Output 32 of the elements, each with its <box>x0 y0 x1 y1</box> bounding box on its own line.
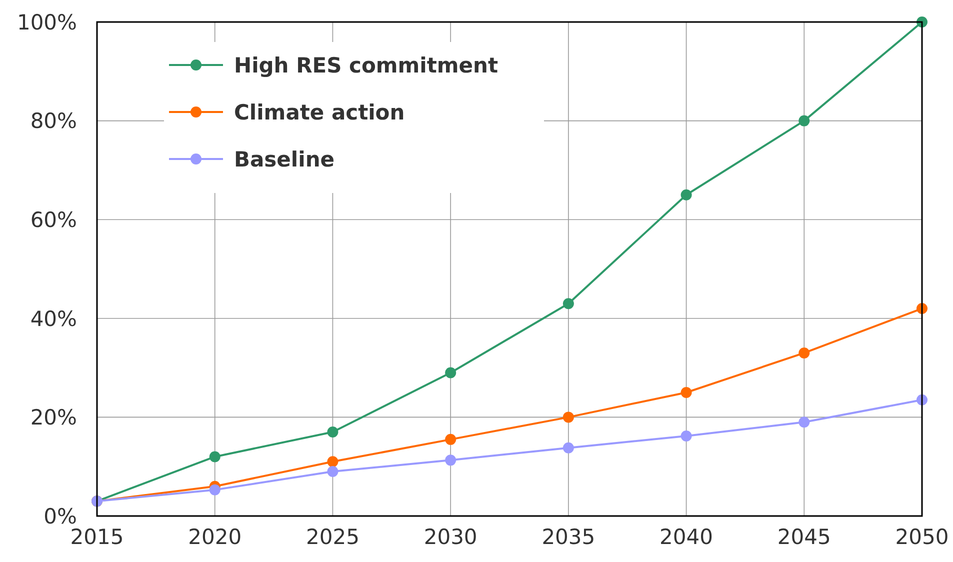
point <box>209 451 220 462</box>
legend-label: Climate action <box>234 100 405 124</box>
y-tick-label: 20% <box>30 406 77 430</box>
y-tick-label: 40% <box>30 306 77 331</box>
y-tick-label: 60% <box>30 208 77 232</box>
x-tick-label: 2040 <box>660 525 714 549</box>
point <box>562 442 574 454</box>
point <box>680 430 692 442</box>
x-tick-label: 2045 <box>777 525 831 549</box>
point <box>562 298 574 310</box>
point <box>445 454 456 466</box>
point <box>798 115 810 126</box>
point <box>798 416 810 428</box>
point <box>680 387 692 398</box>
point <box>209 484 220 496</box>
point <box>327 426 338 438</box>
point <box>798 347 810 358</box>
point <box>327 456 338 468</box>
point <box>445 367 456 378</box>
x-tick-label: 2035 <box>542 525 596 549</box>
legend-label: Baseline <box>234 147 335 172</box>
x-tick-label: 2020 <box>188 525 242 549</box>
legend-label: High RES commitment <box>234 53 498 78</box>
x-tick-label: 2030 <box>424 525 478 549</box>
point <box>562 412 574 423</box>
x-tick-label: 2050 <box>895 525 949 549</box>
y-tick-label: 100% <box>16 10 77 34</box>
point <box>445 434 456 445</box>
y-tick-label: 80% <box>30 109 77 134</box>
x-tick-label: 2025 <box>306 525 360 549</box>
point <box>327 466 338 478</box>
point <box>680 189 692 200</box>
